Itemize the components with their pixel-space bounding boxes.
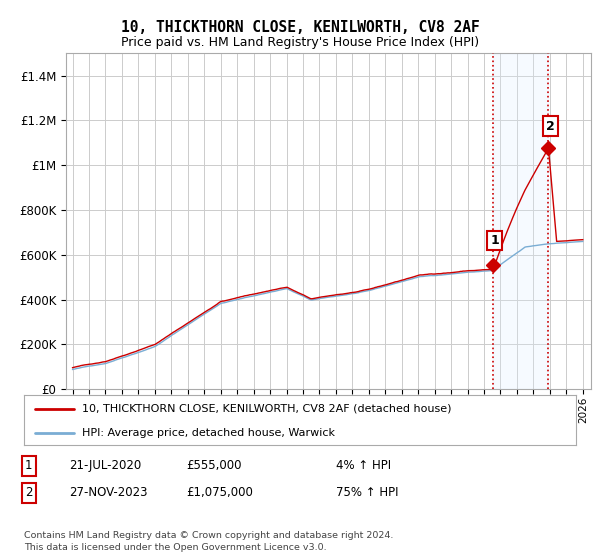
Text: This data is licensed under the Open Government Licence v3.0.: This data is licensed under the Open Gov… xyxy=(24,543,326,552)
Text: Contains HM Land Registry data © Crown copyright and database right 2024.: Contains HM Land Registry data © Crown c… xyxy=(24,531,394,540)
Text: Price paid vs. HM Land Registry's House Price Index (HPI): Price paid vs. HM Land Registry's House … xyxy=(121,36,479,49)
Text: 2: 2 xyxy=(545,119,554,133)
Text: £1,075,000: £1,075,000 xyxy=(186,486,253,500)
Text: 10, THICKTHORN CLOSE, KENILWORTH, CV8 2AF: 10, THICKTHORN CLOSE, KENILWORTH, CV8 2A… xyxy=(121,20,479,35)
Text: 10, THICKTHORN CLOSE, KENILWORTH, CV8 2AF (detached house): 10, THICKTHORN CLOSE, KENILWORTH, CV8 2A… xyxy=(82,404,451,414)
Text: HPI: Average price, detached house, Warwick: HPI: Average price, detached house, Warw… xyxy=(82,428,335,437)
Text: 1: 1 xyxy=(490,234,499,247)
Text: 21-JUL-2020: 21-JUL-2020 xyxy=(69,459,141,473)
Text: 4% ↑ HPI: 4% ↑ HPI xyxy=(336,459,391,473)
Text: 2: 2 xyxy=(25,486,32,500)
Bar xyxy=(493,53,548,389)
Text: 75% ↑ HPI: 75% ↑ HPI xyxy=(336,486,398,500)
Text: 27-NOV-2023: 27-NOV-2023 xyxy=(69,486,148,500)
Text: £555,000: £555,000 xyxy=(186,459,241,473)
Text: 1: 1 xyxy=(25,459,32,473)
